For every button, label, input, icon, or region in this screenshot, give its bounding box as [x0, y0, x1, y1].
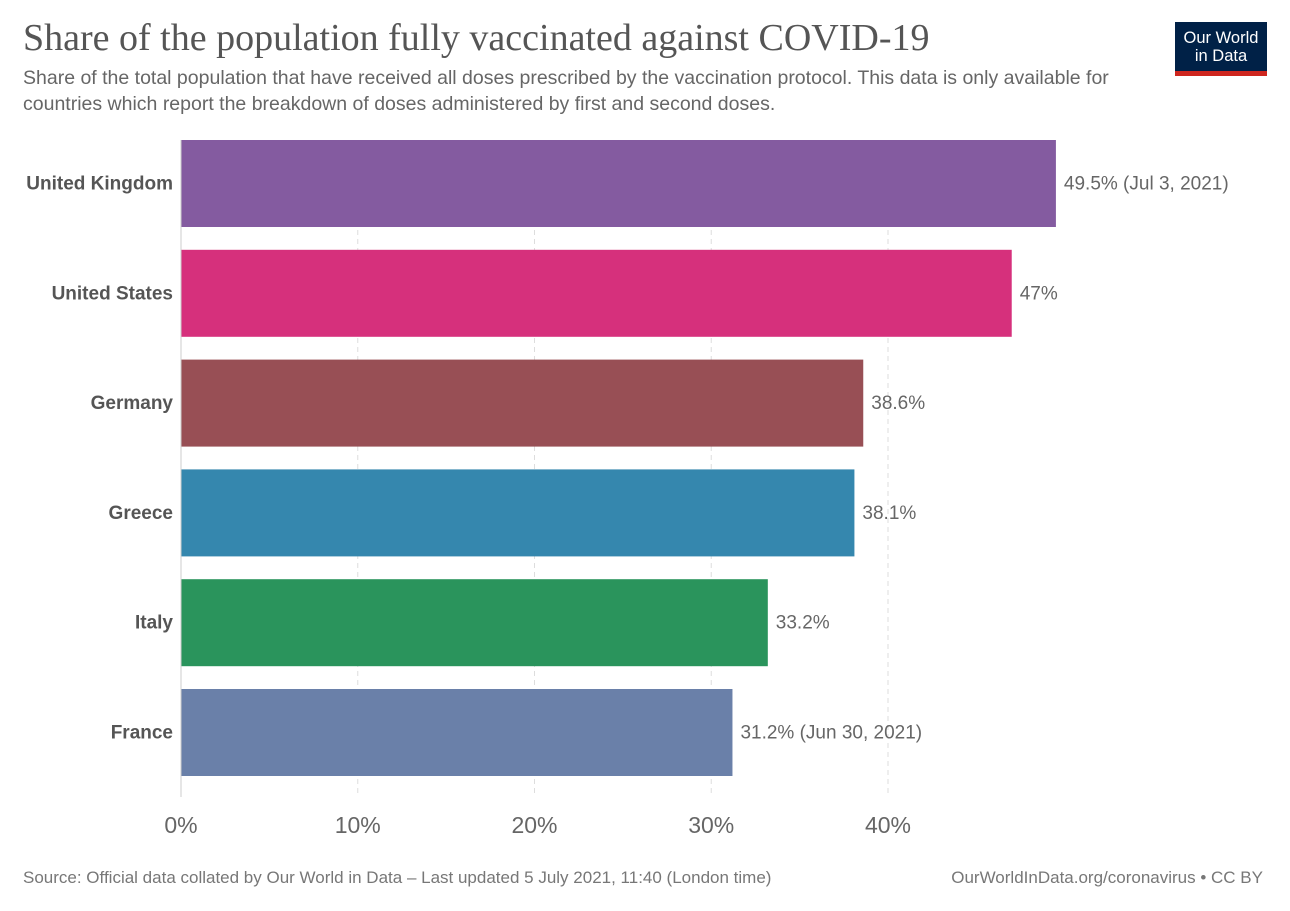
value-label-italy: 33.2% — [776, 613, 830, 634]
x-tick-label-10: 10% — [335, 812, 381, 838]
category-label-united-kingdom: United Kingdom — [26, 174, 173, 195]
x-tick-label-40: 40% — [865, 812, 911, 838]
bar-united-states — [181, 249, 1012, 337]
category-label-greece: Greece — [109, 503, 173, 524]
bar-united-kingdom — [181, 140, 1056, 227]
credit-link[interactable]: OurWorldInData.org/coronavirus • CC BY — [951, 868, 1263, 887]
value-label-united-states: 47% — [1020, 283, 1058, 304]
category-label-germany: Germany — [91, 393, 174, 414]
bar-france — [181, 689, 733, 776]
value-label-france: 31.2% (Jun 30, 2021) — [740, 723, 922, 744]
value-label-greece: 38.1% — [862, 503, 916, 524]
value-label-germany: 38.6% — [871, 393, 925, 414]
bar-germany — [181, 359, 864, 447]
category-label-italy: Italy — [135, 613, 173, 634]
x-tick-label-20: 20% — [511, 812, 557, 838]
logo-text-line2: in Data — [1194, 46, 1248, 65]
logo-text-line1: Our World — [1183, 28, 1259, 47]
category-label-united-states: United States — [52, 283, 173, 304]
chart-title: Share of the population fully vaccinated… — [23, 17, 930, 59]
x-tick-label-0: 0% — [164, 812, 197, 838]
chart-subtitle: Share of the total population that have … — [23, 67, 1109, 115]
source-note: Source: Official data collated by Our Wo… — [23, 868, 772, 887]
bar-greece — [181, 469, 855, 557]
value-label-united-kingdom: 49.5% (Jul 3, 2021) — [1064, 174, 1229, 195]
owid-logo[interactable]: Our World in Data — [1175, 22, 1267, 76]
category-label-france: France — [111, 723, 173, 744]
x-tick-label-30: 30% — [688, 812, 734, 838]
bar-italy — [181, 579, 768, 667]
